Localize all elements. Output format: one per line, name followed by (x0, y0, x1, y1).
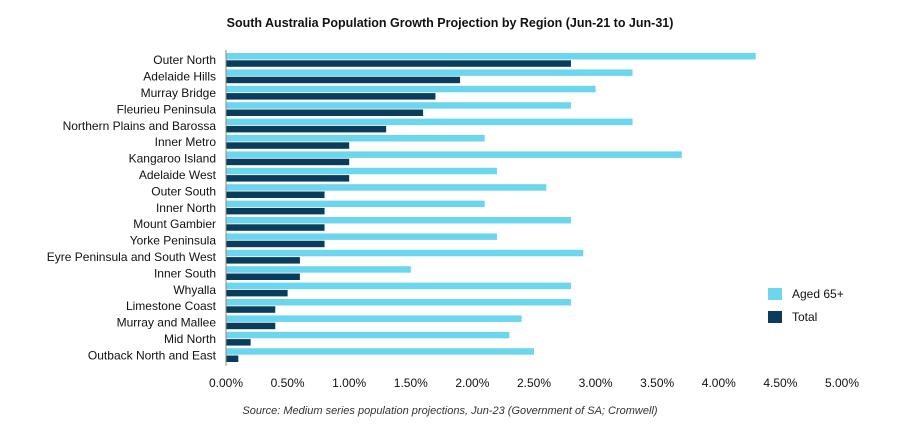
category-label: Murray and Mallee (117, 316, 217, 330)
bar-aged-65 (226, 184, 547, 191)
bar-aged-65 (226, 53, 756, 60)
category-label: Adelaide West (139, 168, 217, 182)
bar-total (226, 224, 325, 231)
bar-total (226, 76, 461, 84)
category-label: Kangaroo Island (129, 152, 216, 166)
x-tick-label: 0.00% (209, 376, 243, 390)
bar-total (226, 142, 350, 149)
bar-total (226, 289, 288, 297)
legend-swatch-total (768, 311, 782, 323)
x-tick-label: 2.50% (517, 376, 551, 390)
category-label: Eyre Peninsula and South West (47, 250, 217, 264)
bar-total (226, 175, 350, 182)
category-label: Fleurieu Peninsula (117, 102, 217, 116)
category-label: Mount Gambier (133, 217, 216, 231)
x-tick-label: 1.00% (332, 376, 366, 390)
category-label: Murray Bridge (141, 86, 217, 100)
x-tick-label: 5.00% (825, 376, 859, 390)
bar-total (226, 60, 571, 67)
category-label: Outer South (151, 184, 216, 198)
category-label: Whyalla (173, 283, 216, 297)
bar-aged-65 (226, 118, 633, 126)
bar-total (226, 109, 424, 116)
bar-aged-65 (226, 69, 633, 76)
x-tick-label: 0.50% (271, 376, 305, 390)
x-tick-label: 4.50% (763, 376, 797, 390)
chart-title: South Australia Population Growth Projec… (226, 16, 674, 30)
x-tick-label: 3.00% (579, 376, 613, 390)
bar-total (226, 322, 276, 330)
bar-aged-65 (226, 217, 571, 224)
bar-total (226, 158, 350, 166)
category-label: Yorke Peninsula (130, 234, 217, 248)
category-label: Mid North (164, 332, 216, 346)
legend-label-total: Total (792, 310, 818, 324)
bar-total (226, 273, 300, 280)
bar-aged-65 (226, 200, 485, 208)
category-label: Inner Metro (155, 135, 217, 149)
bar-aged-65 (226, 348, 534, 355)
legend-swatch-aged-65 (768, 288, 782, 300)
category-label: Outer North (153, 53, 216, 67)
bar-total (226, 93, 436, 100)
category-label: Outback North and East (88, 348, 217, 362)
bar-aged-65 (226, 167, 498, 175)
bar-aged-65 (226, 233, 498, 240)
category-label: Inner South (154, 266, 216, 280)
bar-aged-65 (226, 315, 522, 322)
bar-total (226, 191, 325, 198)
x-tick-label: 3.50% (640, 376, 674, 390)
bar-aged-65 (226, 102, 571, 109)
legend-item-total: Total (768, 310, 817, 324)
bar-total (226, 306, 276, 313)
source-note: Source: Medium series population project… (242, 405, 658, 417)
category-label: Limestone Coast (126, 299, 217, 313)
legend-label-aged-65: Aged 65+ (792, 287, 844, 301)
bar-total (226, 339, 251, 346)
category-label: Inner North (156, 201, 216, 215)
category-label: Adelaide Hills (143, 70, 216, 84)
x-tick-label: 1.50% (394, 376, 428, 390)
bar-total (226, 240, 325, 248)
bar-aged-65 (226, 266, 411, 273)
legend-item-aged-65: Aged 65+ (768, 287, 844, 301)
bar-aged-65 (226, 85, 596, 93)
bar-aged-65 (226, 299, 571, 306)
bar-total (226, 355, 239, 362)
category-label: Northern Plains and Barossa (63, 119, 217, 133)
x-tick-label: 4.00% (702, 376, 736, 390)
bar-aged-65 (226, 249, 584, 257)
bar-aged-65 (226, 151, 682, 158)
bar-total (226, 207, 325, 215)
bar-total (226, 257, 300, 264)
bar-aged-65 (226, 331, 510, 339)
x-tick-label: 2.00% (455, 376, 489, 390)
bar-aged-65 (226, 135, 485, 142)
bar-total (226, 125, 387, 133)
bar-aged-65 (226, 282, 571, 290)
